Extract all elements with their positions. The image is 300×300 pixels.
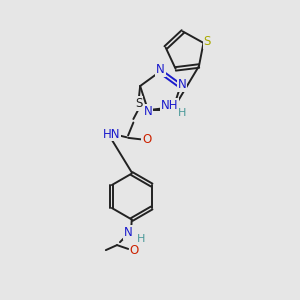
Text: N: N — [178, 78, 186, 91]
Text: N: N — [124, 226, 133, 239]
Text: H: H — [178, 108, 186, 118]
Text: S: S — [204, 35, 211, 48]
Text: N: N — [156, 63, 165, 76]
Text: N: N — [143, 105, 152, 118]
Text: HN: HN — [103, 128, 120, 140]
Text: O: O — [130, 244, 139, 257]
Text: NH: NH — [160, 98, 178, 112]
Text: H: H — [136, 234, 145, 244]
Text: S: S — [135, 97, 142, 110]
Text: O: O — [142, 133, 151, 146]
